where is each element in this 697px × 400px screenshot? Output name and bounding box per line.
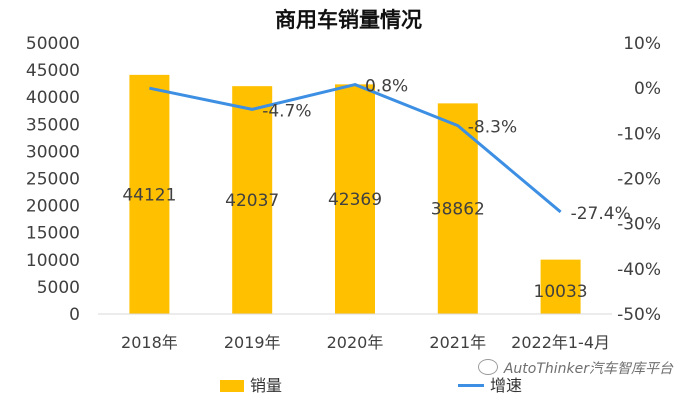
left-tick-label: 30000 xyxy=(26,142,80,162)
left-tick-label: 45000 xyxy=(26,61,80,81)
bar xyxy=(540,259,581,314)
right-tick-label: 0% xyxy=(634,79,661,99)
x-tick-label: 2018年 xyxy=(121,333,178,352)
left-tick-label: 40000 xyxy=(26,88,80,108)
bar-value-label: 42369 xyxy=(328,190,382,210)
bar-value-label: 44121 xyxy=(122,185,176,205)
legend-swatch-bar xyxy=(220,380,244,392)
bar-value-label: 10033 xyxy=(534,282,588,302)
legend-label-sales: 销量 xyxy=(250,376,283,395)
growth-line xyxy=(149,83,562,214)
x-tick-label: 2022年1-4月 xyxy=(511,333,610,352)
left-tick-label: 35000 xyxy=(26,115,80,135)
x-axis-ticks: 2018年 2019年 2020年 2021年 2022年1-4月 xyxy=(121,333,610,352)
line-value-label: -27.4% xyxy=(571,204,631,224)
bar xyxy=(232,86,273,315)
right-tick-label: -50% xyxy=(617,305,661,325)
bar xyxy=(129,74,170,314)
line-value-label: 0.8% xyxy=(365,77,408,97)
legend-label-growth: 增速 xyxy=(490,376,523,395)
bar-value-label: 42037 xyxy=(225,191,279,211)
right-tick-label: -30% xyxy=(617,215,661,235)
wechat-icon xyxy=(477,359,498,375)
x-tick-label: 2021年 xyxy=(429,333,486,352)
bar-value-labels: 44121 42037 42369 38862 10033 xyxy=(122,185,587,302)
left-axis-ticks: 0 5000 10000 15000 20000 25000 30000 35000 40000… xyxy=(26,34,80,325)
left-tick-label: 50000 xyxy=(26,34,80,54)
right-tick-label: -40% xyxy=(617,260,661,280)
left-tick-label: 10000 xyxy=(26,251,80,271)
x-tick-label: 2019年 xyxy=(224,333,281,352)
line-value-label: -4.7% xyxy=(262,101,311,121)
left-tick-label: 0 xyxy=(69,305,80,325)
legend-swatch-line xyxy=(458,384,484,387)
legend-item-sales: 销量 xyxy=(220,372,282,396)
bar-series xyxy=(129,74,581,315)
line-value-labels: -4.7% 0.8% -8.3% -27.4% xyxy=(262,77,631,224)
watermark-text: AutoThinker汽车智库平台 xyxy=(503,361,673,377)
left-tick-label: 5000 xyxy=(37,278,80,298)
bar-value-label: 38862 xyxy=(431,200,485,220)
right-axis-ticks: -50% -40% -30% -20% -10% 0% 10% xyxy=(617,34,661,325)
left-tick-label: 20000 xyxy=(26,197,80,217)
watermark: AutoThinker汽车智库平台 xyxy=(477,358,673,378)
bar xyxy=(335,84,375,315)
left-tick-label: 25000 xyxy=(26,170,80,190)
right-tick-label: 10% xyxy=(623,34,661,54)
x-tick-label: 2020年 xyxy=(327,333,384,352)
right-tick-label: -10% xyxy=(617,124,661,144)
line-value-label: -8.3% xyxy=(468,118,517,138)
left-tick-label: 15000 xyxy=(26,224,80,244)
legend-item-growth: 增速 xyxy=(458,372,522,396)
right-tick-label: -20% xyxy=(617,170,661,190)
chart-title: 商用车销量情况 xyxy=(275,8,422,32)
